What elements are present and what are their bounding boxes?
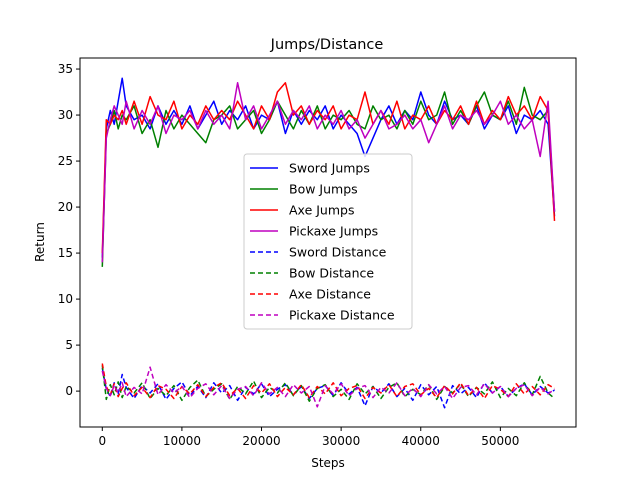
legend-items: Sword Jumps Bow Jumps Axe Jumps Pickaxe Jum… (250, 161, 395, 323)
x-axis: 0 10000 20000 30000 40000 50000 (98, 427, 519, 448)
chart-title: Jumps/Distance (270, 37, 384, 53)
series-layer (101, 77, 556, 409)
y-axis: 0 5 10 15 20 25 30 35 (58, 62, 80, 398)
x-tick-label: 50000 (481, 434, 519, 448)
series-line-axe-distance (101, 363, 555, 400)
y-tick-label: 0 (65, 384, 73, 398)
y-axis-title: Return (33, 222, 47, 262)
legend: Sword Jumps Bow Jumps Axe Jumps Pickaxe Jum… (243, 153, 413, 330)
x-tick-label: 40000 (402, 434, 440, 448)
legend-label: Pickaxe Distance (289, 308, 395, 323)
series-line-pickaxe-jumps (101, 82, 556, 263)
y-tick-label: 10 (58, 292, 73, 306)
plot-frame (79, 57, 577, 428)
y-tick-label: 35 (58, 62, 73, 76)
x-tick-label: 10000 (163, 434, 201, 448)
x-tick-label: 30000 (322, 434, 360, 448)
y-tick-label: 5 (65, 338, 73, 352)
x-axis-title: Steps (311, 456, 345, 470)
legend-label: Sword Jumps (289, 161, 370, 176)
series-line-bow-jumps (101, 86, 556, 267)
x-tick-label: 0 (98, 434, 106, 448)
legend-box (243, 153, 413, 330)
legend-label: Bow Jumps (289, 182, 358, 197)
legend-label: Axe Jumps (289, 203, 354, 218)
legend-label: Pickaxe Jumps (289, 224, 378, 239)
series-line-axe-jumps (101, 82, 556, 254)
legend-label: Bow Distance (289, 266, 374, 281)
legend-label: Sword Distance (289, 245, 387, 260)
x-tick-label: 20000 (242, 434, 280, 448)
y-tick-label: 15 (58, 246, 73, 260)
y-tick-label: 30 (58, 108, 73, 122)
y-tick-label: 25 (58, 154, 73, 168)
legend-label: Axe Distance (289, 287, 371, 302)
series-line-pickaxe-distance (101, 366, 555, 408)
y-tick-label: 20 (58, 200, 73, 214)
